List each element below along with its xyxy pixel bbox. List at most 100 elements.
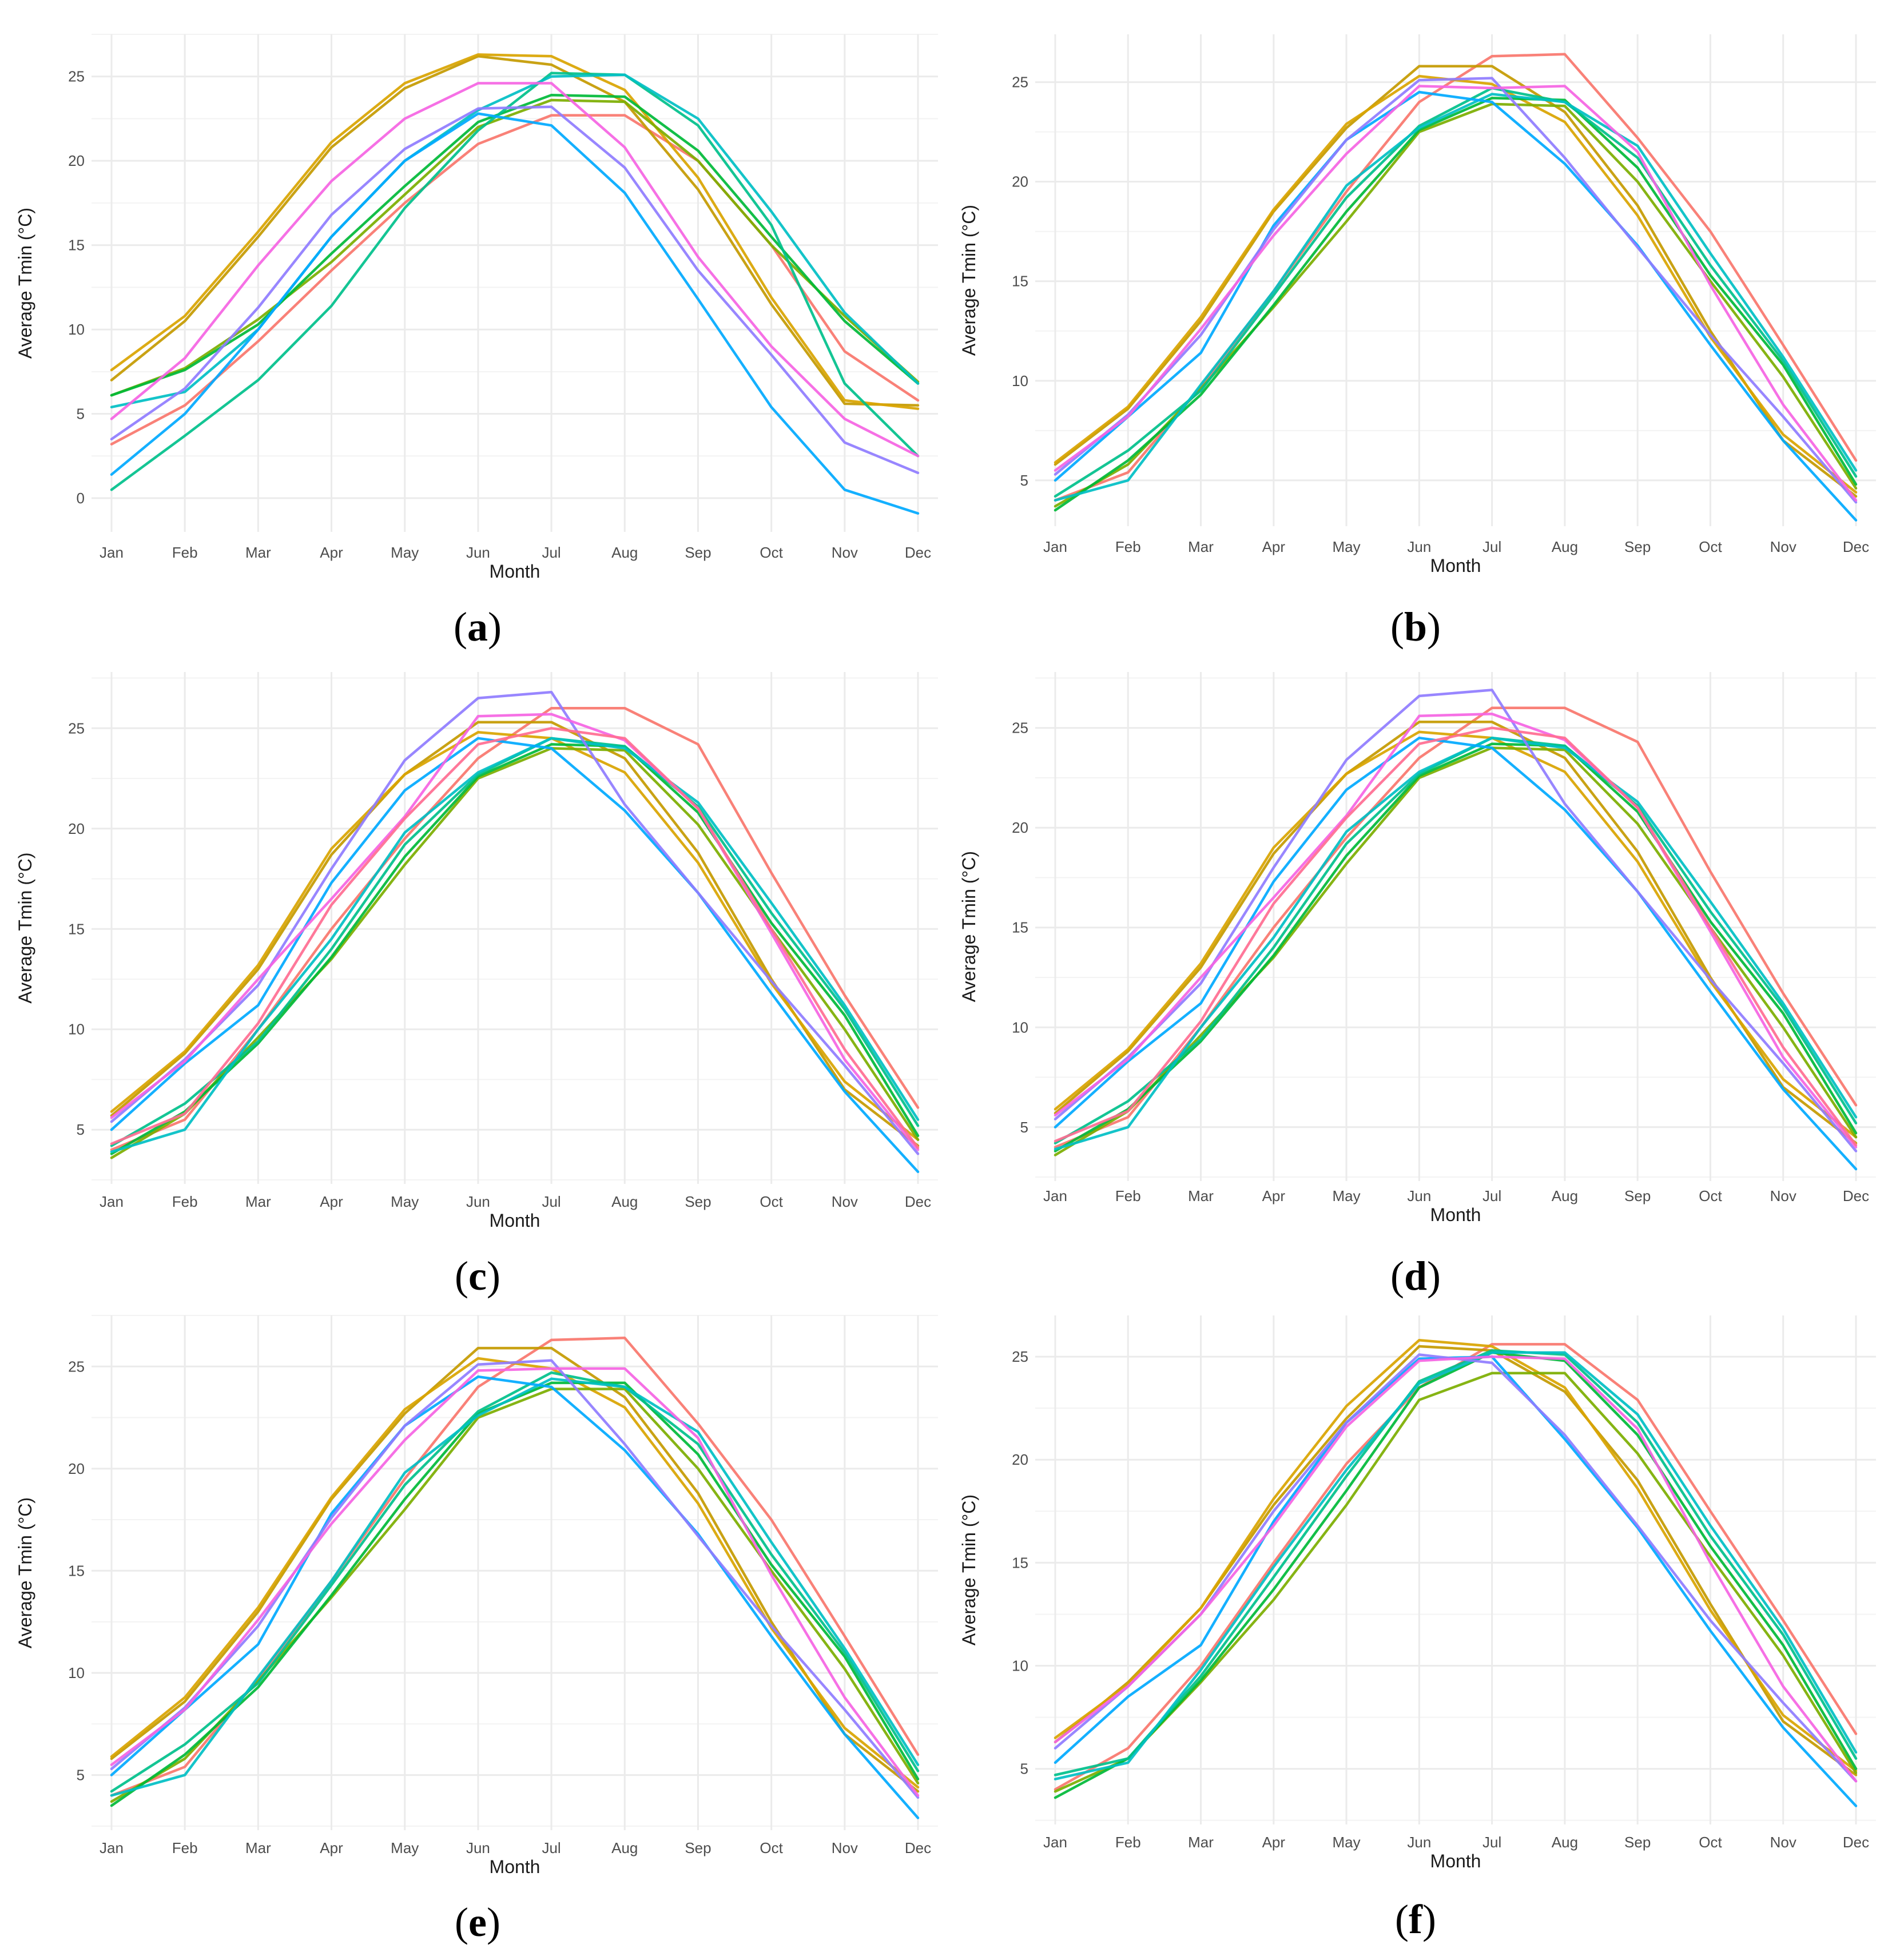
y-axis-title: Average Tmin (°C): [959, 1494, 979, 1645]
series-line-10: [1054, 713, 1858, 1148]
caption-paren-close: ): [487, 1253, 500, 1299]
x-tick-label: Mar: [245, 1193, 271, 1210]
chart-panel-a: 0 5 10 15 20 25 Jan Feb Mar Apr May Jun Jul Aug Sep Oct…: [15, 34, 938, 650]
x-axis-title: Month: [490, 1856, 540, 1877]
x-tick-label: Aug: [611, 1839, 638, 1856]
x-tick-label: Apr: [1262, 538, 1286, 555]
caption-letter: b: [1404, 604, 1427, 650]
x-tick-label: Oct: [760, 1193, 783, 1210]
x-tick-label: Feb: [172, 1193, 198, 1210]
y-axis-title: Average Tmin (°C): [959, 851, 979, 1002]
x-tick-label: Dec: [1843, 538, 1869, 555]
y-tick-label: 25: [68, 1358, 85, 1375]
y-tick-label: 25: [1012, 1348, 1028, 1365]
series-line-6: [110, 71, 920, 491]
series-line-11: [1054, 726, 1858, 1147]
y-tick-label: 25: [68, 719, 85, 737]
y-axis-title: Average Tmin (°C): [15, 1497, 35, 1648]
caption-paren-close: ): [488, 604, 502, 650]
y-tick-label: 15: [1012, 273, 1028, 290]
caption-paren-open: (: [1395, 1897, 1409, 1942]
x-tick-label: Jul: [1482, 1834, 1501, 1851]
series-line-7: [110, 737, 920, 1154]
panel-caption: (b): [1390, 604, 1441, 650]
x-tick-label: Jun: [1407, 538, 1431, 555]
series-line-11: [110, 727, 920, 1150]
series-line-10: [1054, 85, 1858, 502]
y-tick-label: 10: [68, 321, 85, 338]
series-line-10: [110, 713, 920, 1151]
y-axis-title: Average Tmin (°C): [15, 208, 35, 359]
x-tick-label: May: [391, 1193, 419, 1210]
y-tick-label: 0: [77, 490, 85, 507]
x-tick-label: Aug: [611, 1193, 638, 1210]
x-tick-label: May: [391, 1839, 419, 1856]
chart-panel-c: 5 10 15 20 25 Jan Feb Mar Apr May Jun Jul Aug Sep Oct N…: [15, 672, 938, 1299]
x-tick-label: Mar: [245, 544, 271, 561]
x-tick-label: Feb: [1115, 538, 1141, 555]
x-tick-label: Oct: [760, 544, 783, 561]
x-tick-label: Feb: [172, 1839, 198, 1856]
y-tick-label: 15: [68, 1562, 85, 1579]
series-line-8: [110, 737, 920, 1174]
y-tick-label: 10: [68, 1021, 85, 1038]
x-axis-title: Month: [1430, 1204, 1481, 1225]
x-tick-label: Jun: [1407, 1187, 1431, 1204]
x-tick-label: Jan: [100, 1839, 124, 1856]
y-tick-label: 15: [1012, 1554, 1028, 1571]
caption-paren-close: ): [487, 1899, 500, 1945]
series-line-9: [1054, 689, 1858, 1152]
x-tick-label: Jun: [1407, 1834, 1431, 1851]
x-tick-label: Apr: [1262, 1834, 1286, 1851]
x-tick-label: Feb: [172, 544, 198, 561]
caption-paren-open: (: [455, 1899, 468, 1945]
panel-caption: (f): [1395, 1897, 1436, 1942]
caption-letter: d: [1404, 1253, 1427, 1299]
panel-caption: (a): [454, 604, 502, 650]
x-tick-label: Dec: [1843, 1834, 1869, 1851]
series-line-9: [110, 1359, 920, 1799]
x-tick-label: Aug: [1552, 1187, 1578, 1204]
series-line-1: [110, 114, 920, 446]
series-line-5: [110, 743, 920, 1155]
y-tick-label: 5: [77, 1767, 85, 1784]
x-tick-label: Mar: [245, 1839, 271, 1856]
x-tick-label: Dec: [905, 544, 931, 561]
x-tick-label: Nov: [832, 1839, 858, 1856]
series-line-8: [1054, 736, 1858, 1171]
x-tick-label: Jun: [466, 1839, 490, 1856]
y-tick-label: 5: [77, 405, 85, 423]
x-tick-label: Sep: [1624, 538, 1651, 555]
caption-letter: f: [1409, 1897, 1423, 1942]
x-tick-label: May: [1333, 538, 1361, 555]
x-tick-label: Aug: [611, 544, 638, 561]
x-tick-label: Dec: [905, 1193, 931, 1210]
x-tick-label: Jan: [100, 1193, 124, 1210]
panel-caption: (c): [455, 1253, 500, 1299]
caption-paren-open: (: [454, 604, 467, 650]
y-tick-label: 20: [68, 820, 85, 837]
x-tick-label: Aug: [1552, 1834, 1578, 1851]
x-tick-label: Apr: [320, 1193, 343, 1210]
series-line-8: [1054, 90, 1858, 522]
series-line-10: [110, 1367, 920, 1797]
chart-panel-b: 5 10 15 20 25 Jan Feb Mar Apr May Jun Jul Aug Sep Oct N…: [959, 34, 1876, 650]
x-tick-label: Nov: [1770, 538, 1796, 555]
series-line-9: [110, 105, 920, 475]
y-tick-label: 5: [77, 1121, 85, 1138]
chart-panel-e: 5 10 15 20 25 Jan Feb Mar Apr May Jun Jul Aug Sep Oct N…: [15, 1315, 938, 1945]
caption-letter: a: [467, 604, 488, 650]
caption-paren-open: (: [1390, 604, 1404, 650]
x-tick-label: Apr: [320, 544, 343, 561]
series-line-7: [1054, 93, 1858, 502]
x-tick-label: Feb: [1115, 1187, 1141, 1204]
caption-paren-close: ): [1427, 604, 1441, 650]
x-tick-label: Jul: [542, 1193, 561, 1210]
series-line-9: [110, 690, 920, 1155]
x-tick-label: Sep: [685, 1839, 711, 1856]
x-tick-label: Sep: [685, 1193, 711, 1210]
x-tick-label: Apr: [1262, 1187, 1286, 1204]
x-tick-label: Sep: [1624, 1187, 1651, 1204]
x-tick-label: Oct: [1699, 538, 1722, 555]
